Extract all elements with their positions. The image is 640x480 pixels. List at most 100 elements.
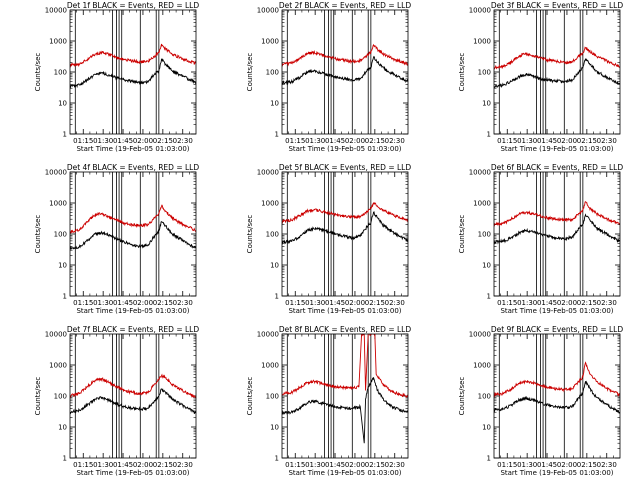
- chart-det-7: 1 10 100 1000 10000 01:15 01:30 01:45 02:00 02:15…: [34, 325, 199, 477]
- x-tick-label: 01:45: [325, 137, 345, 145]
- y-tick-label: 1: [487, 455, 491, 463]
- series-events-line: [494, 213, 620, 245]
- plot-frame: [281, 171, 409, 297]
- y-tick-label: 10: [270, 424, 279, 432]
- series-events-line: [70, 58, 196, 90]
- chart-title: Det 5f BLACK = Events, RED = LLD: [279, 163, 412, 172]
- chart-det-5: 1 10 100 1000 10000 01:15 01:30 01:45 02:00 02:15…: [246, 163, 411, 315]
- x-tick-label: 02:00: [345, 137, 365, 145]
- x-tick-label: 01:30: [305, 299, 325, 307]
- y-tick-label: 100: [266, 393, 279, 401]
- chart-title: Det 6f BLACK = Events, RED = LLD: [491, 163, 624, 172]
- y-tick-label: 10: [270, 262, 279, 270]
- y-tick-label: 1000: [261, 200, 279, 208]
- chart-det-6: 1 10 100 1000 10000 01:15 01:30 01:45 02:00 02:15…: [458, 163, 623, 315]
- x-tick-label: 01:30: [305, 461, 325, 469]
- chart-det-1: 1 10 100 1000 10000 01:15 01:30 01:45 02:00 02:15…: [34, 1, 199, 153]
- x-axis-label: Start Time (19-Feb-05 01:03:00): [288, 307, 401, 315]
- x-tick-label: 02:30: [173, 461, 193, 469]
- x-tick-label: 01:15: [73, 137, 93, 145]
- x-tick-label: 02:30: [597, 461, 617, 469]
- y-tick-label: 100: [478, 231, 491, 239]
- y-tick-label: 10: [482, 424, 491, 432]
- y-tick-label: 1000: [49, 200, 67, 208]
- x-tick-label: 02:30: [385, 137, 405, 145]
- x-tick-label: 01:45: [537, 299, 557, 307]
- x-tick-label: 01:15: [73, 461, 93, 469]
- x-tick-label: 02:30: [385, 299, 405, 307]
- x-tick-label: 01:45: [325, 299, 345, 307]
- x-axis-label: Start Time (19-Feb-05 01:03:00): [500, 145, 613, 153]
- y-tick-label: 10: [58, 262, 67, 270]
- y-axis-label: Counts/sec: [246, 377, 254, 416]
- x-tick-label: 01:30: [305, 137, 325, 145]
- x-tick-label: 01:45: [113, 137, 133, 145]
- series-lld-line: [494, 46, 620, 70]
- y-tick-label: 10000: [257, 331, 279, 339]
- x-axis-label: Start Time (19-Feb-05 01:03:00): [288, 145, 401, 153]
- y-tick-label: 10: [482, 100, 491, 108]
- plot-frame: [69, 333, 197, 459]
- y-tick-label: 1: [63, 455, 67, 463]
- chart-title: Det 8f BLACK = Events, RED = LLD: [279, 325, 412, 334]
- x-tick-label: 02:00: [345, 299, 365, 307]
- y-tick-label: 10: [58, 100, 67, 108]
- y-tick-label: 100: [266, 69, 279, 77]
- series-events-line: [282, 377, 408, 444]
- y-axis-label: Counts/sec: [34, 53, 42, 92]
- y-axis-label: Counts/sec: [458, 53, 466, 92]
- y-tick-label: 1000: [49, 38, 67, 46]
- plot-frame: [281, 333, 409, 459]
- x-tick-label: 01:15: [285, 137, 305, 145]
- x-tick-label: 01:30: [93, 461, 113, 469]
- y-tick-label: 1: [63, 293, 67, 301]
- x-tick-label: 01:45: [537, 137, 557, 145]
- x-tick-label: 02:15: [153, 461, 173, 469]
- x-axis-label: Start Time (19-Feb-05 01:03:00): [500, 307, 613, 315]
- y-tick-label: 1000: [473, 200, 491, 208]
- y-tick-label: 100: [478, 393, 491, 401]
- x-axis-label: Start Time (19-Feb-05 01:03:00): [500, 469, 613, 477]
- y-tick-label: 10: [270, 100, 279, 108]
- y-tick-label: 10000: [45, 169, 67, 177]
- x-tick-label: 01:45: [113, 461, 133, 469]
- x-tick-label: 01:45: [113, 299, 133, 307]
- x-tick-label: 01:30: [93, 299, 113, 307]
- y-axis-label: Counts/sec: [246, 53, 254, 92]
- y-tick-label: 1000: [261, 38, 279, 46]
- x-tick-label: 02:00: [557, 461, 577, 469]
- chart-title: Det 2f BLACK = Events, RED = LLD: [279, 1, 412, 10]
- x-tick-label: 01:30: [517, 137, 537, 145]
- x-tick-label: 02:15: [153, 299, 173, 307]
- x-tick-label: 01:15: [497, 299, 517, 307]
- x-tick-label: 02:15: [153, 137, 173, 145]
- y-tick-label: 1000: [261, 362, 279, 370]
- y-tick-label: 1: [275, 293, 279, 301]
- series-events-line: [282, 211, 408, 246]
- x-tick-label: 02:30: [173, 299, 193, 307]
- x-tick-label: 02:15: [577, 299, 597, 307]
- chart-title: Det 1f BLACK = Events, RED = LLD: [67, 1, 200, 10]
- y-tick-label: 10: [58, 424, 67, 432]
- series-lld-line: [282, 334, 408, 398]
- series-events-line: [70, 221, 196, 250]
- y-axis-label: Counts/sec: [34, 377, 42, 416]
- y-tick-label: 1: [63, 131, 67, 139]
- y-axis-label: Counts/sec: [246, 215, 254, 254]
- x-tick-label: 02:00: [345, 461, 365, 469]
- series-lld-line: [70, 373, 196, 399]
- x-tick-label: 01:15: [497, 137, 517, 145]
- y-tick-label: 10: [482, 262, 491, 270]
- y-tick-label: 100: [54, 69, 67, 77]
- chart-det-2: 1 10 100 1000 10000 01:15 01:30 01:45 02:00 02:15…: [246, 1, 411, 153]
- x-tick-label: 02:15: [577, 461, 597, 469]
- x-tick-label: 02:00: [133, 299, 153, 307]
- series-events-line: [494, 380, 620, 414]
- y-tick-label: 100: [266, 231, 279, 239]
- y-tick-label: 10000: [469, 7, 491, 15]
- series-lld-line: [70, 43, 196, 68]
- y-tick-label: 10000: [45, 331, 67, 339]
- x-tick-label: 01:45: [537, 461, 557, 469]
- x-tick-label: 01:15: [73, 299, 93, 307]
